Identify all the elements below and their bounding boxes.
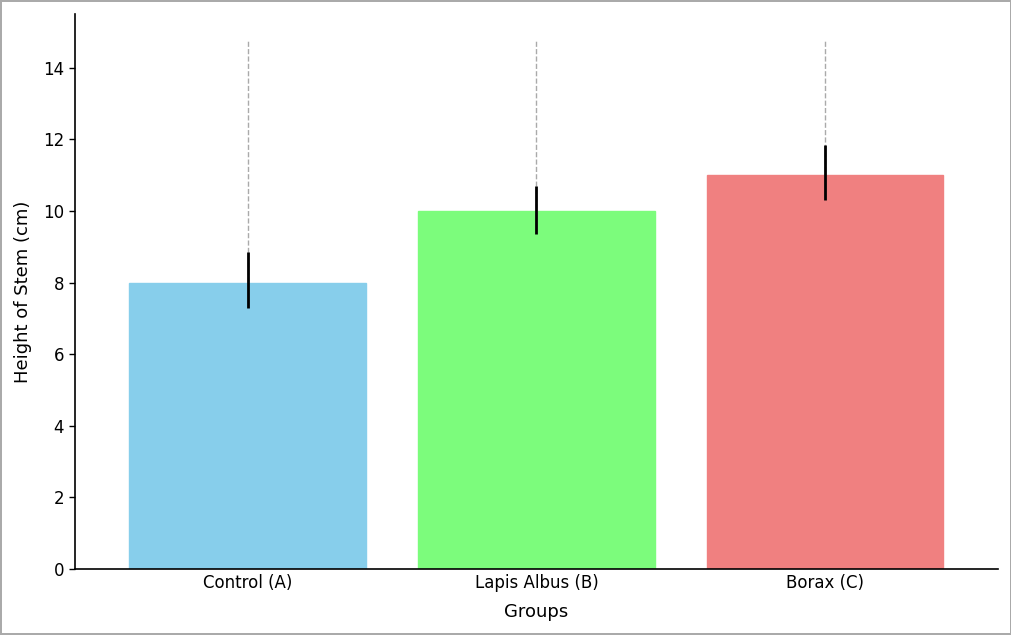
Y-axis label: Height of Stem (cm): Height of Stem (cm) bbox=[14, 200, 32, 383]
Bar bbox=[418, 211, 654, 569]
Bar bbox=[129, 283, 366, 569]
X-axis label: Groups: Groups bbox=[503, 603, 568, 621]
Bar bbox=[706, 175, 942, 569]
